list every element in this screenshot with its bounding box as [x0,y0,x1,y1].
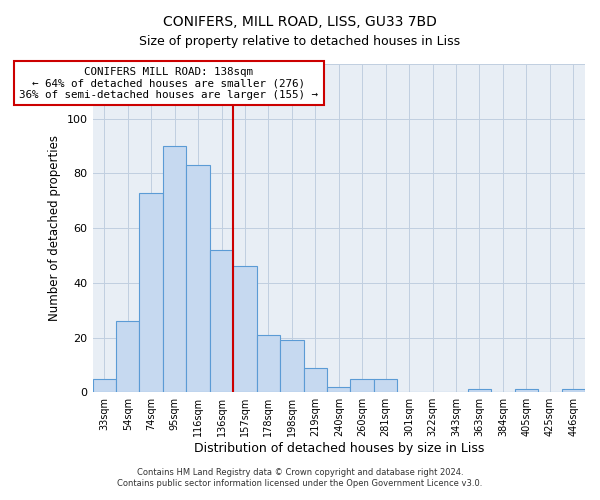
Bar [163,146,187,392]
Bar [374,378,397,392]
Bar [327,386,350,392]
X-axis label: Distribution of detached houses by size in Liss: Distribution of detached houses by size … [194,442,484,455]
Text: Size of property relative to detached houses in Liss: Size of property relative to detached ho… [139,35,461,48]
Bar [350,378,374,392]
Bar [139,192,163,392]
Bar [257,335,280,392]
Bar [92,378,116,392]
Text: Contains HM Land Registry data © Crown copyright and database right 2024.
Contai: Contains HM Land Registry data © Crown c… [118,468,482,487]
Text: CONIFERS MILL ROAD: 138sqm
← 64% of detached houses are smaller (276)
36% of sem: CONIFERS MILL ROAD: 138sqm ← 64% of deta… [19,66,318,100]
Bar [468,390,491,392]
Bar [515,390,538,392]
Text: CONIFERS, MILL ROAD, LISS, GU33 7BD: CONIFERS, MILL ROAD, LISS, GU33 7BD [163,15,437,29]
Bar [233,266,257,392]
Bar [280,340,304,392]
Bar [116,321,139,392]
Bar [304,368,327,392]
Bar [210,250,233,392]
Bar [187,165,210,392]
Y-axis label: Number of detached properties: Number of detached properties [48,135,61,321]
Bar [562,390,585,392]
